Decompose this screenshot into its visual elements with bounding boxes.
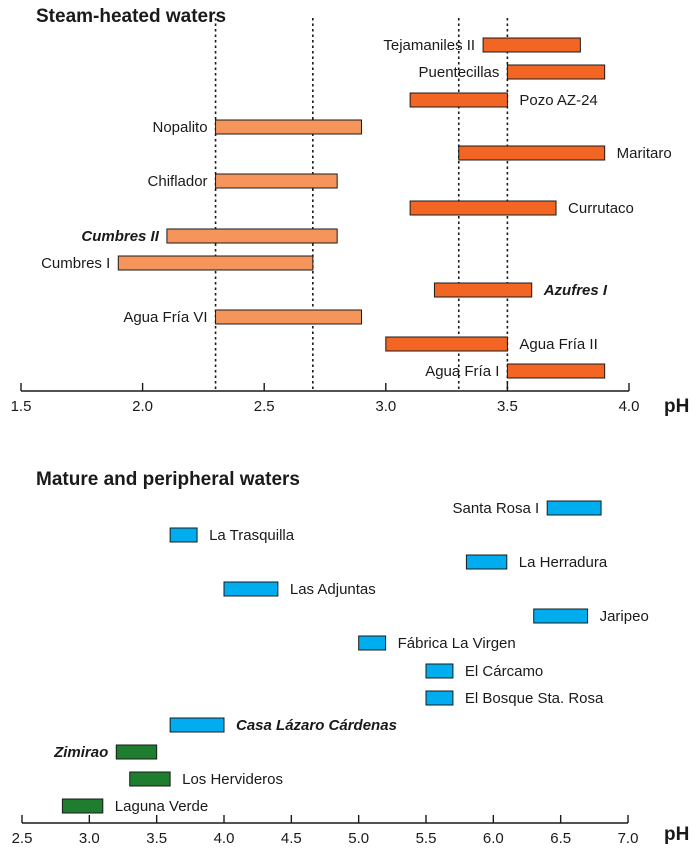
steam-bars: Tejamaniles II Puentecillas Pozo AZ-24 Nopa… — [41, 37, 672, 380]
bar-la-trasquilla — [169, 527, 198, 543]
label-la-trasquilla: La Trasquilla — [209, 527, 295, 544]
bar-jaripeo — [533, 608, 589, 624]
label-agua-fria-ii: Agua Fría II — [519, 336, 597, 353]
label-tejamaniles-ii: Tejamaniles II — [383, 37, 475, 54]
label-nopalito: Nopalito — [153, 119, 208, 136]
x-tick-label: 2.0 — [132, 398, 153, 415]
label-currutaco: Currutaco — [568, 200, 634, 217]
bar-el-bosque-sta-rosa — [425, 690, 454, 706]
bar-agua-fria-ii — [385, 336, 508, 352]
label-casa-lazaro-cardenas: Casa Lázaro Cárdenas — [236, 717, 397, 734]
mature-peripheral-panel: Mature and peripheral waters Santa Rosa … — [12, 469, 690, 847]
label-puentecillas: Puentecillas — [419, 64, 500, 81]
bar-chiflador — [215, 173, 338, 189]
x-tick-label: 2.5 — [254, 398, 275, 415]
label-cumbres-ii: Cumbres II — [81, 228, 159, 245]
label-laguna-verde: Laguna Verde — [115, 798, 208, 815]
label-zimirao: Zimirao — [53, 744, 108, 761]
label-las-adjuntas: Las Adjuntas — [290, 581, 376, 598]
bar-agua-fria-i — [506, 363, 606, 379]
x-axis: 2.5 3.0 3.5 4.0 4.5 5.0 5.5 6.0 6.5 7.0 — [12, 815, 639, 847]
x-tick-label: 5.5 — [416, 830, 437, 847]
label-cumbres-i: Cumbres I — [41, 255, 110, 272]
x-axis-label: pH — [664, 396, 689, 417]
mature-bars: Santa Rosa I La Trasquilla La Herradura Las… — [53, 500, 649, 815]
label-maritaro: Maritaro — [617, 145, 672, 162]
x-tick-label: 3.5 — [146, 830, 167, 847]
bar-pozo-az-24 — [409, 92, 508, 108]
bar-santa-rosa-i — [546, 500, 602, 516]
bar-zimirao — [115, 744, 158, 760]
label-la-herradura: La Herradura — [519, 554, 608, 571]
x-tick-label: 7.0 — [618, 830, 639, 847]
label-jaripeo: Jaripeo — [600, 608, 649, 625]
x-axis: 1.5 2.0 2.5 3.0 3.5 4.0 — [11, 383, 640, 415]
x-tick-label: 3.0 — [375, 398, 396, 415]
bar-azufres-i — [433, 282, 533, 298]
bar-cumbres-i — [117, 255, 314, 271]
bar-fabrica-la-virgen — [358, 635, 387, 651]
bar-el-carcamo — [425, 663, 454, 679]
bar-las-adjuntas — [223, 581, 279, 597]
x-tick-label: 3.5 — [497, 398, 518, 415]
bar-la-herradura — [465, 554, 508, 570]
label-pozo-az-24: Pozo AZ-24 — [519, 92, 597, 109]
bar-maritaro — [458, 145, 606, 161]
reference-lines — [214, 18, 509, 391]
label-santa-rosa-i: Santa Rosa I — [452, 500, 539, 517]
label-agua-fria-i: Agua Fría I — [425, 363, 499, 380]
steam-heated-title: Steam-heated waters — [36, 6, 226, 27]
x-tick-label: 1.5 — [11, 398, 32, 415]
label-el-bosque-sta-rosa: El Bosque Sta. Rosa — [465, 690, 604, 707]
label-agua-fria-vi: Agua Fría VI — [123, 309, 207, 326]
x-tick-label: 4.0 — [619, 398, 640, 415]
label-el-carcamo: El Cárcamo — [465, 663, 543, 680]
x-tick-label: 4.5 — [281, 830, 302, 847]
x-tick-label: 5.0 — [348, 830, 369, 847]
label-azufres-i: Azufres I — [543, 282, 608, 299]
bar-puentecillas — [506, 64, 606, 80]
mature-peripheral-title: Mature and peripheral waters — [36, 469, 300, 490]
bar-casa-lazaro-cardenas — [169, 717, 225, 733]
x-tick-label: 6.0 — [483, 830, 504, 847]
label-fabrica-la-virgen: Fábrica La Virgen — [398, 635, 516, 652]
label-chiflador: Chiflador — [148, 173, 208, 190]
bar-cumbres-ii — [166, 228, 338, 244]
bar-nopalito — [215, 119, 362, 135]
x-tick-label: 4.0 — [214, 830, 235, 847]
bar-tejamaniles-ii — [482, 37, 581, 53]
bar-currutaco — [409, 200, 557, 216]
bar-laguna-verde — [61, 798, 104, 814]
bar-los-hervideros — [129, 771, 171, 787]
x-axis-label: pH — [664, 824, 689, 845]
bar-agua-fria-vi — [215, 309, 362, 325]
steam-heated-panel: Steam-heated waters Tejamaniles II Puente… — [11, 6, 690, 417]
x-tick-label: 2.5 — [12, 830, 33, 847]
x-tick-label: 3.0 — [79, 830, 100, 847]
label-los-hervideros: Los Hervideros — [182, 771, 283, 788]
x-tick-label: 6.5 — [550, 830, 571, 847]
